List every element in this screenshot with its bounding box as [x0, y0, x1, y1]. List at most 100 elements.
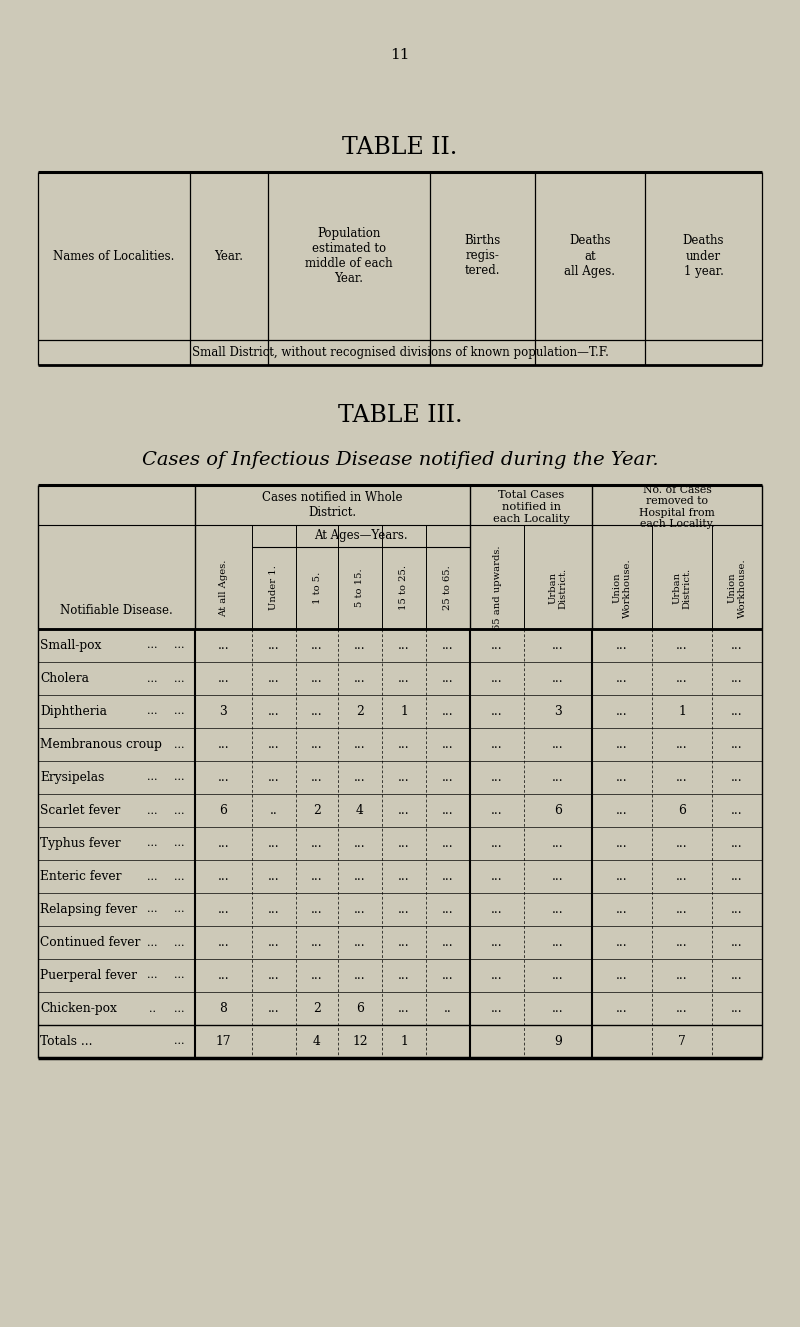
- Text: Continued fever: Continued fever: [40, 936, 140, 949]
- Text: 1: 1: [400, 705, 408, 718]
- Text: ...: ...: [398, 738, 410, 751]
- Text: ...: ...: [354, 837, 366, 851]
- Text: ...: ...: [491, 969, 503, 982]
- Text: ...: ...: [174, 872, 184, 881]
- Text: ...: ...: [268, 969, 280, 982]
- Text: ...: ...: [174, 970, 184, 981]
- Text: 2: 2: [356, 705, 364, 718]
- Text: ...: ...: [218, 902, 230, 916]
- Text: Scarlet fever: Scarlet fever: [40, 804, 120, 817]
- Text: Names of Localities.: Names of Localities.: [54, 249, 174, 263]
- Text: ...: ...: [146, 641, 158, 650]
- Text: ...: ...: [218, 771, 230, 784]
- Text: ...: ...: [311, 837, 323, 851]
- Text: Typhus fever: Typhus fever: [40, 837, 121, 851]
- Text: ...: ...: [218, 837, 230, 851]
- Text: 1: 1: [678, 705, 686, 718]
- Text: Union
Workhouse.: Union Workhouse.: [612, 559, 632, 618]
- Text: Cases notified in Whole
District.: Cases notified in Whole District.: [262, 491, 402, 519]
- Text: ...: ...: [398, 771, 410, 784]
- Text: ...: ...: [676, 902, 688, 916]
- Text: ...: ...: [616, 705, 628, 718]
- Text: ...: ...: [354, 738, 366, 751]
- Text: Membranous croup: Membranous croup: [40, 738, 162, 751]
- Text: ...: ...: [398, 969, 410, 982]
- Text: ...: ...: [174, 706, 184, 717]
- Text: ...: ...: [442, 837, 454, 851]
- Text: ...: ...: [311, 738, 323, 751]
- Text: ...: ...: [268, 936, 280, 949]
- Text: ...: ...: [268, 640, 280, 652]
- Text: ...: ...: [146, 805, 158, 816]
- Text: ...: ...: [676, 771, 688, 784]
- Text: ...: ...: [354, 969, 366, 982]
- Text: ..: ..: [444, 1002, 452, 1015]
- Text: Births
regis-
tered.: Births regis- tered.: [464, 235, 501, 277]
- Text: ...: ...: [398, 902, 410, 916]
- Text: ...: ...: [731, 771, 743, 784]
- Text: ...: ...: [491, 871, 503, 882]
- Text: ...: ...: [311, 936, 323, 949]
- Text: ...: ...: [552, 1002, 564, 1015]
- Text: ...: ...: [731, 871, 743, 882]
- Text: ...: ...: [491, 640, 503, 652]
- Text: 11: 11: [390, 48, 410, 62]
- Text: 1 to 5.: 1 to 5.: [313, 572, 322, 604]
- Text: ...: ...: [552, 738, 564, 751]
- Text: ...: ...: [442, 902, 454, 916]
- Text: Erysipelas: Erysipelas: [40, 771, 104, 784]
- Text: ...: ...: [731, 671, 743, 685]
- Text: At all Ages.: At all Ages.: [219, 559, 228, 617]
- Text: ...: ...: [218, 671, 230, 685]
- Text: 4: 4: [313, 1035, 321, 1048]
- Text: 9: 9: [554, 1035, 562, 1048]
- Text: Chicken-pox: Chicken-pox: [40, 1002, 117, 1015]
- Text: ...: ...: [552, 871, 564, 882]
- Text: ...: ...: [268, 837, 280, 851]
- Text: ..: ..: [270, 804, 278, 817]
- Text: ...: ...: [731, 969, 743, 982]
- Text: Population
estimated to
middle of each
Year.: Population estimated to middle of each Y…: [305, 227, 393, 285]
- Text: Small-pox: Small-pox: [40, 640, 102, 652]
- Text: ...: ...: [616, 804, 628, 817]
- Text: ...: ...: [268, 671, 280, 685]
- Text: Urban
District.: Urban District.: [672, 568, 692, 609]
- Text: 4: 4: [356, 804, 364, 817]
- Text: ...: ...: [491, 1002, 503, 1015]
- Text: ...: ...: [491, 804, 503, 817]
- Text: ...: ...: [311, 871, 323, 882]
- Text: Under 1.: Under 1.: [270, 565, 278, 610]
- Text: ...: ...: [616, 738, 628, 751]
- Text: ...: ...: [398, 936, 410, 949]
- Text: ...: ...: [442, 871, 454, 882]
- Text: ...: ...: [676, 936, 688, 949]
- Text: ...: ...: [491, 936, 503, 949]
- Text: ...: ...: [354, 871, 366, 882]
- Text: 15 to 25.: 15 to 25.: [399, 565, 409, 610]
- Text: ...: ...: [442, 771, 454, 784]
- Text: ...: ...: [398, 640, 410, 652]
- Text: ...: ...: [616, 671, 628, 685]
- Text: ...: ...: [311, 640, 323, 652]
- Text: ...: ...: [354, 671, 366, 685]
- Text: ...: ...: [552, 640, 564, 652]
- Text: ...: ...: [146, 970, 158, 981]
- Text: Year.: Year.: [214, 249, 243, 263]
- Text: Total Cases
notified in
each Locality: Total Cases notified in each Locality: [493, 491, 570, 524]
- Text: 5 to 15.: 5 to 15.: [355, 569, 365, 608]
- Text: ...: ...: [616, 640, 628, 652]
- Text: ...: ...: [174, 905, 184, 914]
- Text: 3: 3: [220, 705, 227, 718]
- Text: ...: ...: [552, 671, 564, 685]
- Text: ...: ...: [731, 705, 743, 718]
- Text: ...: ...: [442, 640, 454, 652]
- Text: Cholera: Cholera: [40, 671, 89, 685]
- Text: 3: 3: [554, 705, 562, 718]
- Text: ...: ...: [442, 804, 454, 817]
- Text: ...: ...: [731, 1002, 743, 1015]
- Text: ...: ...: [491, 837, 503, 851]
- Text: ...: ...: [311, 771, 323, 784]
- Text: ...: ...: [616, 902, 628, 916]
- Text: ...: ...: [146, 872, 158, 881]
- Text: 2: 2: [313, 1002, 321, 1015]
